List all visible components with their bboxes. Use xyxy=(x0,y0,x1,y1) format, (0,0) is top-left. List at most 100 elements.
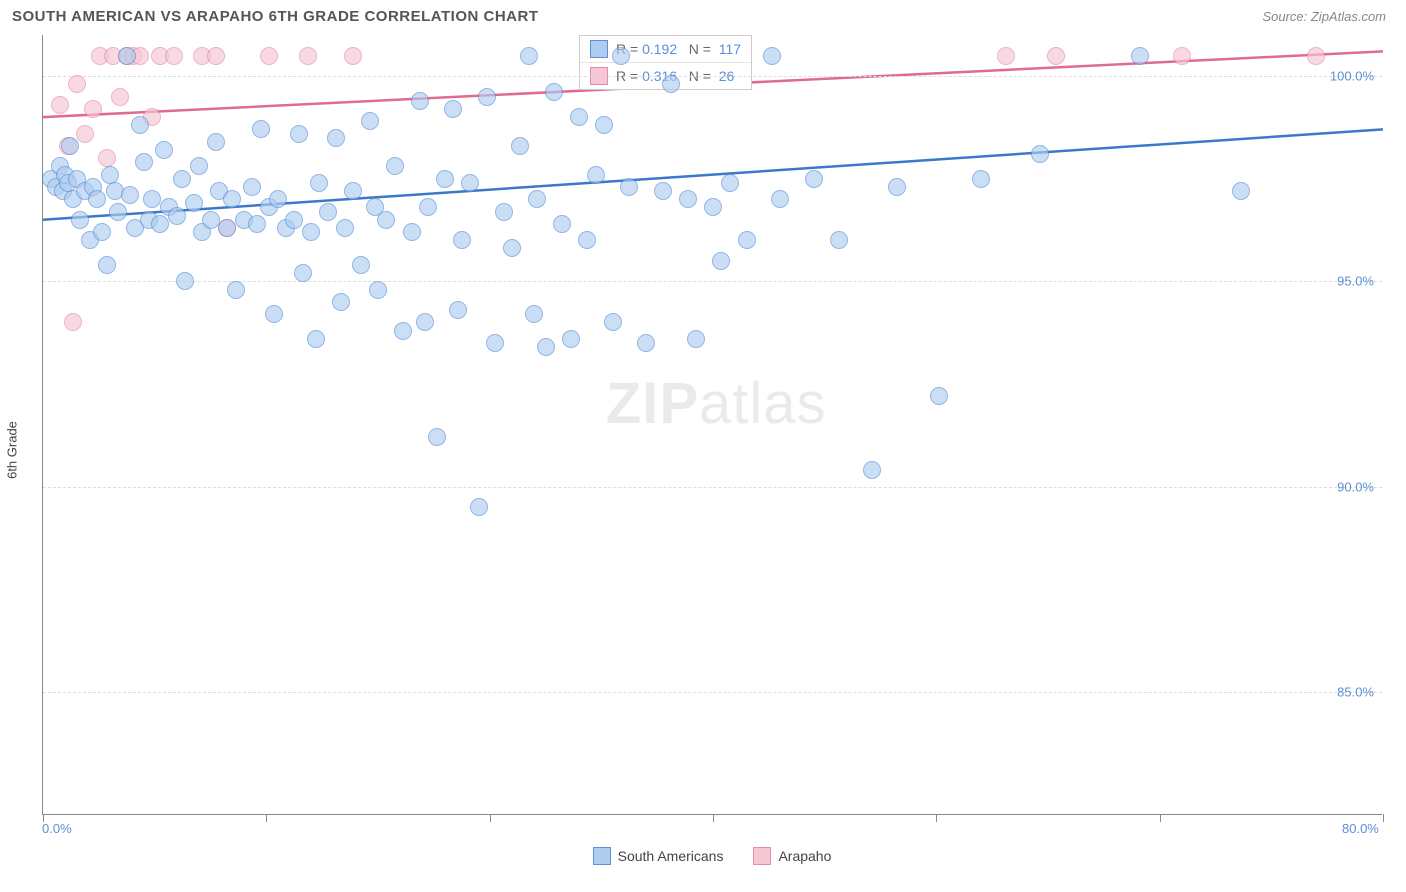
data-point xyxy=(332,293,350,311)
chart-title: SOUTH AMERICAN VS ARAPAHO 6TH GRADE CORR… xyxy=(12,8,539,25)
data-point xyxy=(98,149,116,167)
data-point xyxy=(290,125,308,143)
data-point xyxy=(470,498,488,516)
data-point xyxy=(620,178,638,196)
data-point xyxy=(84,100,102,118)
legend-stat: R = 0.192 N = 117 xyxy=(616,41,741,57)
data-point xyxy=(207,47,225,65)
data-point xyxy=(260,47,278,65)
data-point xyxy=(1307,47,1325,65)
y-tick-label: 85.0% xyxy=(1337,684,1374,699)
gridline xyxy=(43,487,1382,488)
data-point xyxy=(830,231,848,249)
data-point xyxy=(190,157,208,175)
data-point xyxy=(336,219,354,237)
data-point xyxy=(416,313,434,331)
data-point xyxy=(444,100,462,118)
data-point xyxy=(662,75,680,93)
chart-header: SOUTH AMERICAN VS ARAPAHO 6TH GRADE CORR… xyxy=(0,0,1406,35)
data-point xyxy=(712,252,730,270)
data-point xyxy=(302,223,320,241)
data-point xyxy=(679,190,697,208)
data-point xyxy=(168,207,186,225)
data-point xyxy=(51,96,69,114)
data-point xyxy=(654,182,672,200)
data-point xyxy=(93,223,111,241)
data-point xyxy=(165,47,183,65)
data-point xyxy=(453,231,471,249)
y-tick-label: 95.0% xyxy=(1337,274,1374,289)
data-point xyxy=(223,190,241,208)
data-point xyxy=(344,47,362,65)
data-point xyxy=(64,313,82,331)
data-point xyxy=(143,190,161,208)
data-point xyxy=(612,47,630,65)
data-point xyxy=(61,137,79,155)
data-point xyxy=(495,203,513,221)
data-point xyxy=(299,47,317,65)
data-point xyxy=(88,190,106,208)
y-tick-label: 100.0% xyxy=(1330,69,1374,84)
data-point xyxy=(101,166,119,184)
data-point xyxy=(570,108,588,126)
data-point xyxy=(394,322,412,340)
data-point xyxy=(218,219,236,237)
data-point xyxy=(269,190,287,208)
data-point xyxy=(461,174,479,192)
data-point xyxy=(805,170,823,188)
series-legend: South AmericansArapaho xyxy=(42,837,1382,865)
data-point xyxy=(118,47,136,65)
data-point xyxy=(587,166,605,184)
gridline xyxy=(43,692,1382,693)
data-point xyxy=(1047,47,1065,65)
data-point xyxy=(248,215,266,233)
data-point xyxy=(135,153,153,171)
data-point xyxy=(562,330,580,348)
data-point xyxy=(1031,145,1049,163)
data-point xyxy=(428,428,446,446)
data-point xyxy=(403,223,421,241)
data-point xyxy=(207,133,225,151)
data-point xyxy=(637,334,655,352)
data-point xyxy=(310,174,328,192)
data-point xyxy=(763,47,781,65)
data-point xyxy=(294,264,312,282)
data-point xyxy=(537,338,555,356)
data-point xyxy=(155,141,173,159)
data-point xyxy=(176,272,194,290)
data-point xyxy=(173,170,191,188)
x-tick xyxy=(1383,814,1384,822)
chart-area: 6th Grade ZIPatlas R = 0.192 N = 117R = … xyxy=(42,35,1396,865)
data-point xyxy=(243,178,261,196)
data-point xyxy=(972,170,990,188)
data-point xyxy=(528,190,546,208)
data-point xyxy=(377,211,395,229)
trend-lines xyxy=(43,35,1383,815)
scatter-plot: ZIPatlas R = 0.192 N = 117R = 0.316 N = … xyxy=(42,35,1382,815)
data-point xyxy=(185,194,203,212)
data-point xyxy=(486,334,504,352)
data-point xyxy=(202,211,220,229)
data-point xyxy=(687,330,705,348)
data-point xyxy=(738,231,756,249)
data-point xyxy=(131,116,149,134)
legend-swatch xyxy=(593,847,611,865)
y-tick-label: 90.0% xyxy=(1337,479,1374,494)
data-point xyxy=(76,125,94,143)
data-point xyxy=(265,305,283,323)
legend-swatch xyxy=(753,847,771,865)
x-tick-label: 80.0% xyxy=(1342,821,1379,836)
data-point xyxy=(109,203,127,221)
data-point xyxy=(369,281,387,299)
data-point xyxy=(1131,47,1149,65)
data-point xyxy=(307,330,325,348)
data-point xyxy=(863,461,881,479)
data-point xyxy=(930,387,948,405)
data-point xyxy=(520,47,538,65)
watermark: ZIPatlas xyxy=(606,370,827,437)
data-point xyxy=(419,198,437,216)
data-point xyxy=(888,178,906,196)
data-point xyxy=(151,215,169,233)
legend-swatch xyxy=(590,40,608,58)
gridline xyxy=(43,76,1382,77)
